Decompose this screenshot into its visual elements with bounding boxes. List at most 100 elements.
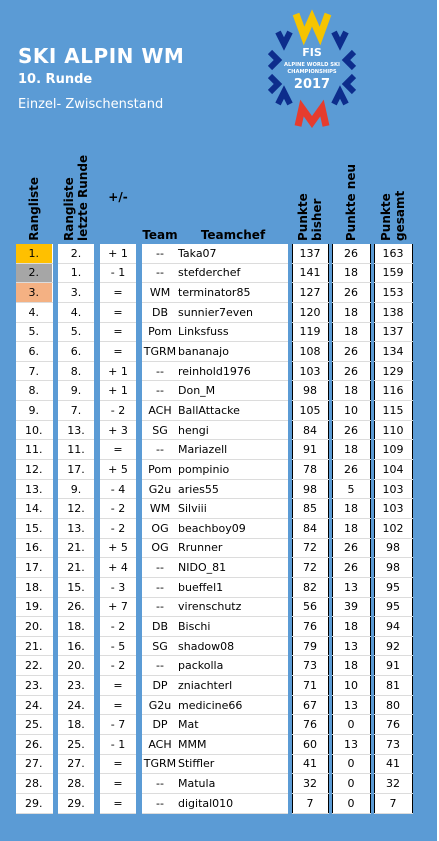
table-row: 15. 13. - 2 OG beachboy09 84 18 102 bbox=[16, 518, 413, 539]
diff-cell: = bbox=[100, 282, 136, 303]
last-rank-cell: 9. bbox=[58, 479, 94, 500]
points-before-cell: 76 bbox=[291, 714, 329, 736]
rank-cell: 5. bbox=[16, 322, 53, 343]
teamchef-cell: bananajo bbox=[178, 341, 288, 362]
teamchef-cell: digital010 bbox=[178, 793, 288, 814]
points-total-cell: 92 bbox=[373, 636, 413, 657]
last-rank-cell: 15. bbox=[58, 577, 94, 598]
diff-cell: - 2 bbox=[100, 400, 136, 421]
table-row: 13. 9. - 4 G2u aries55 98 5 103 bbox=[16, 479, 413, 500]
rank-cell: 7. bbox=[16, 361, 53, 382]
points-before-cell: 32 bbox=[291, 773, 329, 794]
last-rank-cell: 7. bbox=[58, 400, 94, 421]
fis-championships-logo: FIS ALPINE WORLD SKI CHAMPIONSHIPS 2017 bbox=[268, 9, 357, 129]
table-row: 28. 28. = -- Matula 32 0 32 bbox=[16, 773, 413, 794]
table-row: 22. 20. - 2 -- packolla 73 18 91 bbox=[16, 655, 413, 677]
teamchef-cell: shadow08 bbox=[178, 636, 288, 657]
table-row: 26. 25. - 1 ACH MMM 60 13 73 bbox=[16, 734, 413, 755]
table-row: 27. 27. = TGRM Stiffler 41 0 41 bbox=[16, 754, 413, 775]
points-total-cell: 110 bbox=[373, 420, 413, 441]
points-before-cell: 137 bbox=[291, 244, 329, 264]
team-cell: -- bbox=[142, 655, 178, 677]
teamchef-cell: bueffel1 bbox=[178, 577, 288, 598]
team-cell: DP bbox=[142, 675, 178, 696]
last-rank-cell: 18. bbox=[58, 714, 94, 736]
team-cell: WM bbox=[142, 498, 178, 519]
points-new-cell: 26 bbox=[331, 459, 371, 480]
points-new-cell: 26 bbox=[331, 420, 371, 441]
table-row: 2. 1. - 1 -- stefderchef 141 18 159 bbox=[16, 263, 413, 284]
logo-red-m bbox=[294, 99, 330, 129]
points-total-cell: 115 bbox=[373, 400, 413, 421]
table-row: 6. 6. = TGRM bananajo 108 26 134 bbox=[16, 341, 413, 362]
points-total-cell: 95 bbox=[373, 597, 413, 618]
points-new-cell: 26 bbox=[331, 361, 371, 382]
last-rank-cell: 5. bbox=[58, 322, 94, 343]
points-new-cell: 13 bbox=[331, 636, 371, 657]
last-rank-cell: 25. bbox=[58, 734, 94, 755]
logo-yellow-w bbox=[292, 9, 332, 46]
table-row: 5. 5. = Pom Linksfuss 119 18 137 bbox=[16, 322, 413, 343]
points-new-cell: 10 bbox=[331, 400, 371, 421]
points-total-cell: 116 bbox=[373, 380, 413, 402]
team-cell: -- bbox=[142, 263, 178, 284]
diff-cell: = bbox=[100, 793, 136, 814]
table-row: 17. 21. + 4 -- NIDO_81 72 26 98 bbox=[16, 557, 413, 578]
points-new-cell: 18 bbox=[331, 439, 371, 461]
points-new-cell: 5 bbox=[331, 479, 371, 500]
diff-cell: + 1 bbox=[100, 244, 136, 264]
rank-cell: 13. bbox=[16, 479, 53, 500]
points-total-cell: 134 bbox=[373, 341, 413, 362]
logo-line2: ALPINE WORLD SKI bbox=[284, 62, 340, 68]
teamchef-cell: Linksfuss bbox=[178, 322, 288, 343]
rank-cell: 12. bbox=[16, 459, 53, 480]
team-cell: -- bbox=[142, 773, 178, 794]
diff-cell: - 3 bbox=[100, 577, 136, 598]
points-new-cell: 13 bbox=[331, 695, 371, 716]
diff-cell: - 5 bbox=[100, 636, 136, 657]
team-cell: OG bbox=[142, 518, 178, 539]
rank-cell: 14. bbox=[16, 498, 53, 519]
points-before-cell: 73 bbox=[291, 655, 329, 677]
points-before-cell: 85 bbox=[291, 498, 329, 519]
points-total-cell: 159 bbox=[373, 263, 413, 284]
points-new-cell: 18 bbox=[331, 655, 371, 677]
points-new-cell: 26 bbox=[331, 557, 371, 578]
teamchef-cell: aries55 bbox=[178, 479, 288, 500]
rank-cell: 16. bbox=[16, 538, 53, 559]
teamchef-cell: Don_M bbox=[178, 380, 288, 402]
points-total-cell: 137 bbox=[373, 322, 413, 343]
table-row: 29. 29. = -- digital010 7 0 7 bbox=[16, 793, 413, 814]
points-new-cell: 18 bbox=[331, 518, 371, 539]
last-rank-cell: 16. bbox=[58, 636, 94, 657]
points-new-cell: 26 bbox=[331, 244, 371, 264]
rank-cell: 8. bbox=[16, 380, 53, 402]
points-total-cell: 103 bbox=[373, 479, 413, 500]
col-punkte-bisher: Punkte bisher bbox=[296, 193, 324, 241]
diff-cell: + 4 bbox=[100, 557, 136, 578]
table-row: 7. 8. + 1 -- reinhold1976 103 26 129 bbox=[16, 361, 413, 382]
points-total-cell: 80 bbox=[373, 695, 413, 716]
col-punkte-neu: Punkte neu bbox=[344, 163, 358, 241]
team-cell: -- bbox=[142, 577, 178, 598]
teamchef-cell: packolla bbox=[178, 655, 288, 677]
teamchef-cell: NIDO_81 bbox=[178, 557, 288, 578]
team-cell: SG bbox=[142, 636, 178, 657]
diff-cell: - 1 bbox=[100, 263, 136, 284]
col-punkte-gesamt: Punkte gesamt bbox=[379, 190, 407, 241]
team-cell: -- bbox=[142, 557, 178, 578]
last-rank-cell: 26. bbox=[58, 597, 94, 618]
table-row: 14. 12. - 2 WM Silviii 85 18 103 bbox=[16, 498, 413, 519]
points-total-cell: 103 bbox=[373, 498, 413, 519]
diff-cell: + 5 bbox=[100, 459, 136, 480]
points-total-cell: 163 bbox=[373, 244, 413, 264]
subtitle: Einzel- Zwischenstand bbox=[18, 97, 164, 112]
table-row: 19. 26. + 7 -- virenschutz 56 39 95 bbox=[16, 597, 413, 618]
last-rank-cell: 3. bbox=[58, 282, 94, 303]
points-total-cell: 102 bbox=[373, 518, 413, 539]
teamchef-cell: hengi bbox=[178, 420, 288, 441]
last-rank-cell: 13. bbox=[58, 518, 94, 539]
points-new-cell: 26 bbox=[331, 341, 371, 362]
team-cell: DP bbox=[142, 714, 178, 736]
last-rank-cell: 20. bbox=[58, 655, 94, 677]
